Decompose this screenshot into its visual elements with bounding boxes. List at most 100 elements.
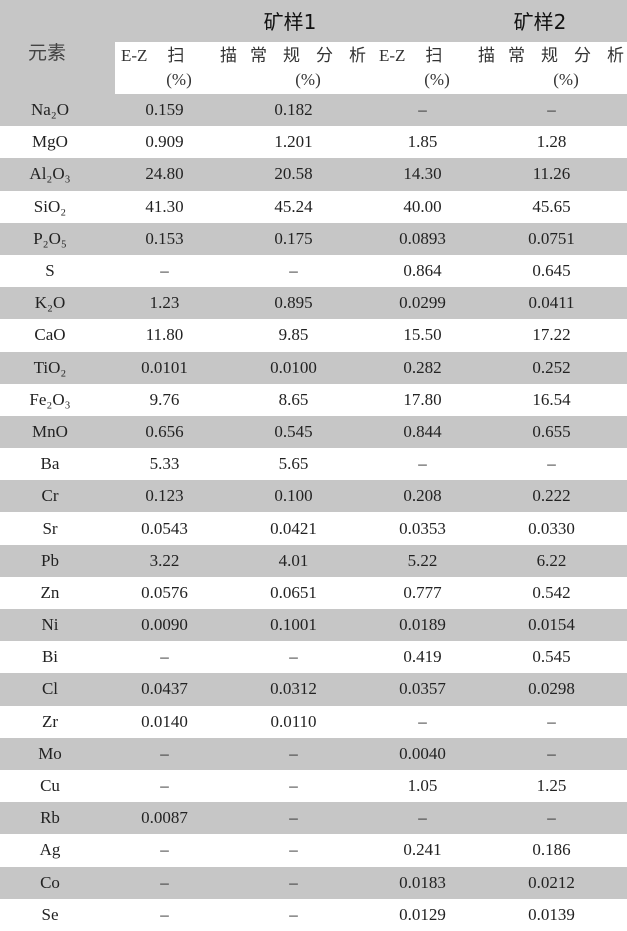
value-cell: 0.182 (274, 100, 313, 120)
table-row: MnO 0.656 0.545 0.844 0.655 (0, 415, 627, 449)
value-cell: – (418, 100, 427, 120)
value-cell: 0.864 (403, 261, 442, 281)
value-cell: 0.123 (145, 486, 184, 506)
subheader-unit: (%) (424, 70, 450, 89)
value-cell: 5.33 (149, 454, 180, 474)
element-cell: Bi (41, 647, 59, 667)
value-cell: 15.50 (403, 325, 442, 345)
value-cell: – (418, 711, 427, 731)
value-cell: 17.80 (403, 389, 442, 409)
value-cell: 14.30 (403, 164, 442, 184)
value-cell: 0.0437 (141, 679, 188, 699)
value-cell: 0.0651 (270, 582, 317, 602)
value-cell: – (160, 840, 169, 860)
value-cell: 0.0100 (270, 357, 317, 377)
value-cell: 0.0312 (270, 679, 317, 699)
table-row: MgO 0.909 1.201 1.85 1.28 (0, 126, 627, 158)
value-cell: 0.0543 (141, 518, 188, 538)
value-cell: 5.65 (278, 454, 309, 474)
subheader-unit: (%) (553, 70, 579, 89)
element-cell: Pb (41, 550, 59, 570)
element-cell: SiO₂ (33, 196, 67, 216)
value-cell: 0.777 (403, 582, 442, 602)
value-cell: 0.0110 (270, 711, 317, 731)
subheader-unit: (%) (166, 70, 192, 89)
subheader-ez-scan-1: E-Z 扫 描 (%) (115, 44, 243, 92)
value-cell: 45.65 (532, 196, 571, 216)
table-row: Na₂O 0.159 0.182 – – (0, 94, 627, 127)
element-cell: Rb (40, 808, 60, 828)
value-cell: – (289, 808, 298, 828)
value-cell: – (547, 743, 556, 763)
element-cell: MgO (32, 132, 68, 152)
element-cell: TiO₂ (33, 357, 67, 377)
value-cell: 0.153 (145, 228, 184, 248)
element-cell: Fe₂O₃ (29, 389, 71, 409)
table-row: Cl 0.0437 0.0312 0.0357 0.0298 (0, 673, 627, 706)
element-cell: Zn (40, 582, 60, 602)
value-cell: 0.0129 (399, 904, 446, 924)
value-cell: 0.545 (274, 421, 313, 441)
element-cell: Co (40, 872, 60, 892)
value-cell: 0.282 (403, 357, 442, 377)
table-row: Cr 0.123 0.100 0.208 0.222 (0, 480, 627, 513)
subheader-band: E-Z 扫 描 (%) 常 规 分 析 (%) E-Z 扫 描 (%) 常 规 分 析… (115, 42, 627, 94)
table-row: CaO 11.80 9.85 15.50 17.22 (0, 319, 627, 351)
subheader-label: 常 规 分 析 (250, 46, 366, 65)
element-cell: K₂O (34, 293, 66, 313)
value-cell: 0.159 (145, 100, 184, 120)
element-cell: P₂O₅ (33, 228, 67, 248)
value-cell: 0.844 (403, 421, 442, 441)
element-cell: Cl (41, 679, 59, 699)
table-row: Ba 5.33 5.65 – – (0, 448, 627, 480)
value-cell: 9.76 (149, 389, 180, 409)
value-cell: 40.00 (403, 196, 442, 216)
value-cell: 0.0087 (141, 808, 188, 828)
value-cell: 0.208 (403, 486, 442, 506)
value-cell: 0.0576 (141, 582, 188, 602)
value-cell: 0.0139 (528, 904, 575, 924)
value-cell: 11.26 (532, 164, 571, 184)
value-cell: 0.241 (403, 840, 442, 860)
table-row: S – – 0.864 0.645 (0, 255, 627, 287)
value-cell: 0.645 (532, 261, 571, 281)
value-cell: 0.0040 (399, 743, 446, 763)
table-row: Ni 0.0090 0.1001 0.0189 0.0154 (0, 609, 627, 642)
value-cell: 4.01 (278, 550, 309, 570)
value-cell: 0.0212 (528, 872, 575, 892)
value-cell: – (289, 261, 298, 281)
value-cell: – (289, 904, 298, 924)
element-cell: Ba (40, 454, 60, 474)
value-cell: 0.0183 (399, 872, 446, 892)
table-header: 矿样1 矿样2 元素 E-Z 扫 描 (%) 常 规 分 析 (%) E-Z 扫 描… (0, 0, 627, 94)
element-cell: CaO (34, 325, 66, 345)
value-cell: 0.0299 (399, 293, 446, 313)
value-cell: – (547, 808, 556, 828)
value-cell: 17.22 (532, 325, 571, 345)
value-cell: 0.0357 (399, 679, 446, 699)
subheader-label: E-Z 扫 描 (379, 46, 495, 65)
value-cell: 5.22 (407, 550, 438, 570)
table-row: Zn 0.0576 0.0651 0.777 0.542 (0, 577, 627, 609)
value-cell: 9.85 (278, 325, 309, 345)
value-cell: 0.545 (532, 647, 571, 667)
table-row: Co – – 0.0183 0.0212 (0, 866, 627, 899)
subheader-conventional-2: 常 规 分 析 (%) (502, 44, 627, 92)
subheader-label: 常 规 分 析 (508, 46, 624, 65)
value-cell: 6.22 (536, 550, 567, 570)
value-cell: – (160, 776, 169, 796)
table-row: Al₂O₃ 24.80 20.58 14.30 11.26 (0, 158, 627, 191)
element-cell: Cu (40, 776, 60, 796)
value-cell: 0.0330 (528, 518, 575, 538)
table-row: TiO₂ 0.0101 0.0100 0.282 0.252 (0, 351, 627, 384)
table-row: Pb 3.22 4.01 5.22 6.22 (0, 544, 627, 577)
value-cell: 0.0189 (399, 615, 446, 635)
table-body: Na₂O 0.159 0.182 – – MgO 0.909 1.201 1.85 1.28 Al₂… (0, 94, 627, 931)
element-cell: Al₂O₃ (29, 164, 71, 184)
value-cell: – (547, 711, 556, 731)
table-row: Cu – – 1.05 1.25 (0, 770, 627, 802)
value-cell: 0.0101 (141, 357, 188, 377)
value-cell: 0.252 (532, 357, 571, 377)
value-cell: 0.0751 (528, 228, 575, 248)
value-cell: 0.419 (403, 647, 442, 667)
